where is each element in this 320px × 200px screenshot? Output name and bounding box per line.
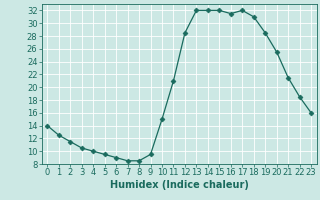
- X-axis label: Humidex (Indice chaleur): Humidex (Indice chaleur): [110, 180, 249, 190]
